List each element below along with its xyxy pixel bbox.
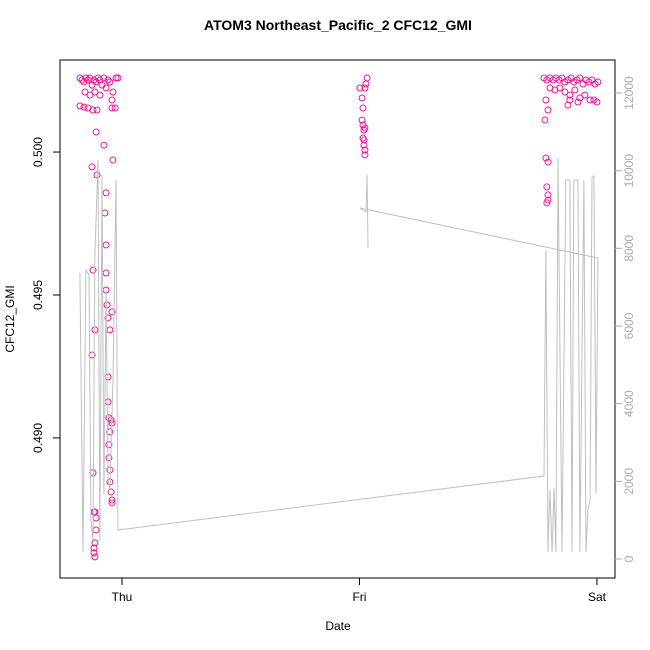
data-point [100,141,108,149]
data-point [358,116,366,124]
data-point [91,553,99,561]
data-point [96,91,104,99]
data-point [361,84,369,92]
data-point [109,88,117,96]
data-point [91,88,99,96]
data-point [102,241,110,249]
data-point [76,102,84,110]
x-axis-label: Date [325,619,351,633]
data-point [356,84,364,92]
y-tick-label: 0.500 [31,137,45,167]
data-point [89,106,97,114]
data-point [100,74,108,82]
data-point [103,301,111,309]
data-point [91,539,99,547]
data-point [114,74,122,82]
data-point [108,499,116,507]
data-point [108,96,116,104]
data-point [566,96,574,104]
data-point [92,78,100,86]
y2-tick-label: 2000 [622,468,636,495]
data-point [556,84,564,92]
data-point [109,156,117,164]
data-point [107,488,115,496]
y-tick-label: 0.490 [31,423,45,453]
data-point [112,74,120,82]
data-point [107,416,115,424]
data-point [360,136,368,144]
data-point [104,76,112,84]
data-point [594,78,602,86]
data-point [581,91,589,99]
data-point [106,466,114,474]
data-point [561,88,569,96]
data-point [86,91,94,99]
data-point [358,94,366,102]
data-point [361,146,369,154]
data-point [586,96,594,104]
y2-tick-label: 6000 [622,312,636,339]
data-point [543,199,551,207]
y2-tick-label: 4000 [622,390,636,417]
data-point [362,80,370,88]
data-point [80,103,88,111]
y-axis-label: CFC12_GMI [3,285,17,352]
y-tick-label: 0.495 [31,280,45,310]
data-point [111,104,119,112]
y2-tick-label: 0 [622,555,636,562]
data-point [108,308,116,316]
data-point [544,191,552,199]
data-point [571,86,579,94]
data-point [91,508,99,516]
y2-tick-label: 12000 [622,76,636,110]
data-point [574,98,582,106]
chart-title: ATOM3 Northeast_Pacific_2 CFC12_GMI [204,17,472,33]
x-tick-label: Sat [588,590,607,604]
altitude-line [79,157,599,553]
data-point [106,78,114,86]
data-point [576,74,584,82]
data-point [106,428,114,436]
data-point [108,104,116,112]
plot-box [59,59,616,579]
data-point [92,128,100,136]
data-point [80,78,88,86]
data-point [543,183,551,191]
data-point [102,189,110,197]
x-tick-label: Fri [352,590,366,604]
y2-tick-label: 8000 [622,235,636,262]
data-point [360,141,368,149]
data-point [593,98,601,106]
data-point [105,454,113,462]
data-point [542,96,550,104]
y2-tick-label: 10000 [622,154,636,188]
x-tick-label: Thu [112,590,133,604]
data-point [108,496,116,504]
data-point [93,106,101,114]
data-point [102,84,110,92]
data-point [89,266,97,274]
data-point [566,91,574,99]
data-point [90,544,98,552]
data-point [361,124,369,132]
data-point [88,351,96,359]
data-point [361,151,369,159]
data-point [105,441,113,449]
data-point [541,116,549,124]
data-point [359,104,367,112]
data-point [544,158,552,166]
data-point [86,74,94,82]
data-point [82,74,90,82]
data-point [104,314,112,322]
data-point [88,163,96,171]
data-point [81,88,89,96]
data-point [90,549,98,557]
data-point [542,154,550,162]
data-point [544,106,552,114]
